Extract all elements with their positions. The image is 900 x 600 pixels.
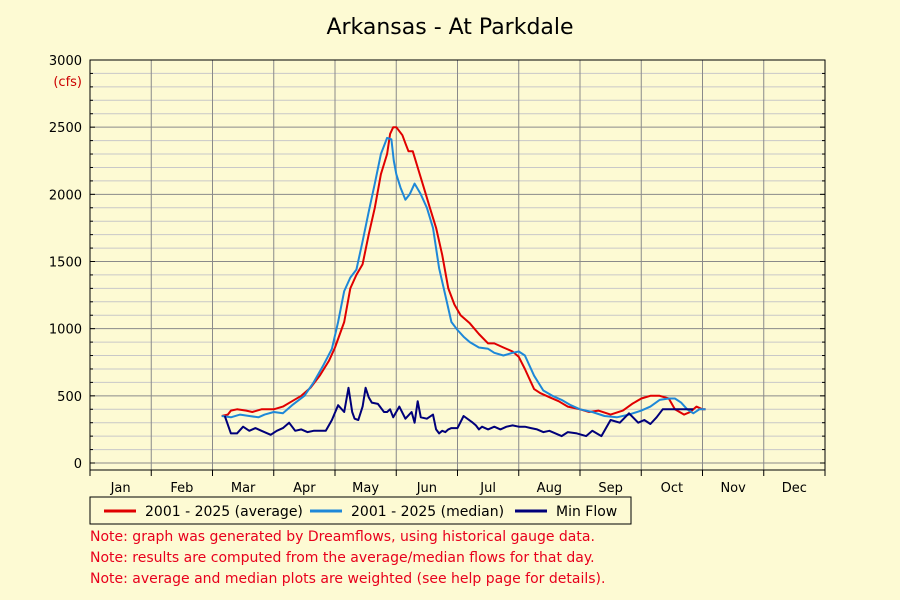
x-tick-label: Sep [598,481,623,496]
y-tick-label: 500 [57,390,82,405]
x-tick-label: Feb [170,481,193,496]
chart-title: Arkansas - At Parkdale [326,15,573,40]
legend-label: 2001 - 2025 (average) [145,504,303,520]
axes: 0 500 1000 1500 2000 2500 3000 Jan Feb Mar Apr May J… [49,54,826,496]
x-tick-label: Jan [110,481,131,496]
y-tick-label: 2500 [49,121,82,136]
x-tick-label: Apr [293,481,316,496]
legend-label: 2001 - 2025 (median) [351,504,504,520]
legend-label: Min Flow [556,504,617,520]
series-line [221,126,706,417]
x-tick-label: May [352,481,379,496]
x-tick-label: Jul [479,481,496,496]
y-tick-label: 0 [74,457,82,472]
y-tick-label: 3000 [49,54,82,69]
series-line [223,386,694,438]
x-tick-label: Aug [537,481,562,496]
x-tick-label: Nov [720,481,746,496]
series-line [221,136,706,419]
x-tick-label: Mar [231,481,256,496]
note-line: Note: graph was generated by Dreamflows,… [90,529,595,545]
y-tick-label: 2000 [49,188,82,203]
x-tick-label: Dec [782,481,807,496]
notes: Note: graph was generated by Dreamflows,… [90,529,605,587]
y-unit-label: (cfs) [53,75,82,90]
y-tick-label: 1000 [49,323,82,338]
legend: 2001 - 2025 (average) 2001 - 2025 (median… [89,496,632,525]
note-line: Note: average and median plots are weigh… [90,571,605,587]
grid-lines [90,59,825,470]
series-lines [221,126,706,438]
x-tick-label: Oct [661,481,683,496]
note-line: Note: results are computed from the aver… [90,550,595,566]
y-tick-label: 1500 [49,256,82,271]
x-tick-label: Jun [416,481,437,496]
